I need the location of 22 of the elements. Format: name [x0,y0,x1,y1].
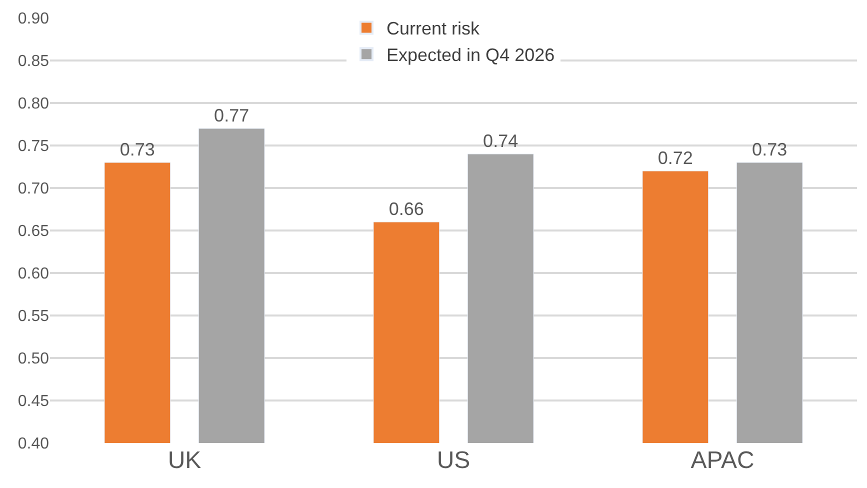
y-tick-label: 0.75 [18,138,50,156]
y-tick-label: 0.40 [18,436,50,453]
legend-label: Expected in Q4 2026 [386,45,555,66]
y-tick-label: 0.90 [18,10,50,28]
y-tick-label: 0.65 [18,223,50,240]
data-label: 0.66 [388,199,424,219]
data-label: 0.72 [658,148,693,168]
y-tick-label: 0.80 [18,96,50,113]
legend-label: Current risk [386,18,481,39]
y-tick-label: 0.85 [18,53,50,70]
data-label: 0.77 [214,106,250,126]
y-tick-label: 0.55 [18,308,50,326]
data-label: 0.74 [483,131,518,151]
y-tick-label: 0.45 [18,393,50,410]
x-tick-label: US [436,447,470,474]
data-label: 0.73 [120,140,155,160]
data-label: 0.73 [752,140,788,160]
x-tick-label: APAC [690,447,754,474]
y-tick-label: 0.70 [18,180,50,198]
x-tick-label: UK [168,447,202,474]
y-tick-label: 0.60 [18,266,50,283]
y-tick-label: 0.50 [18,350,50,368]
